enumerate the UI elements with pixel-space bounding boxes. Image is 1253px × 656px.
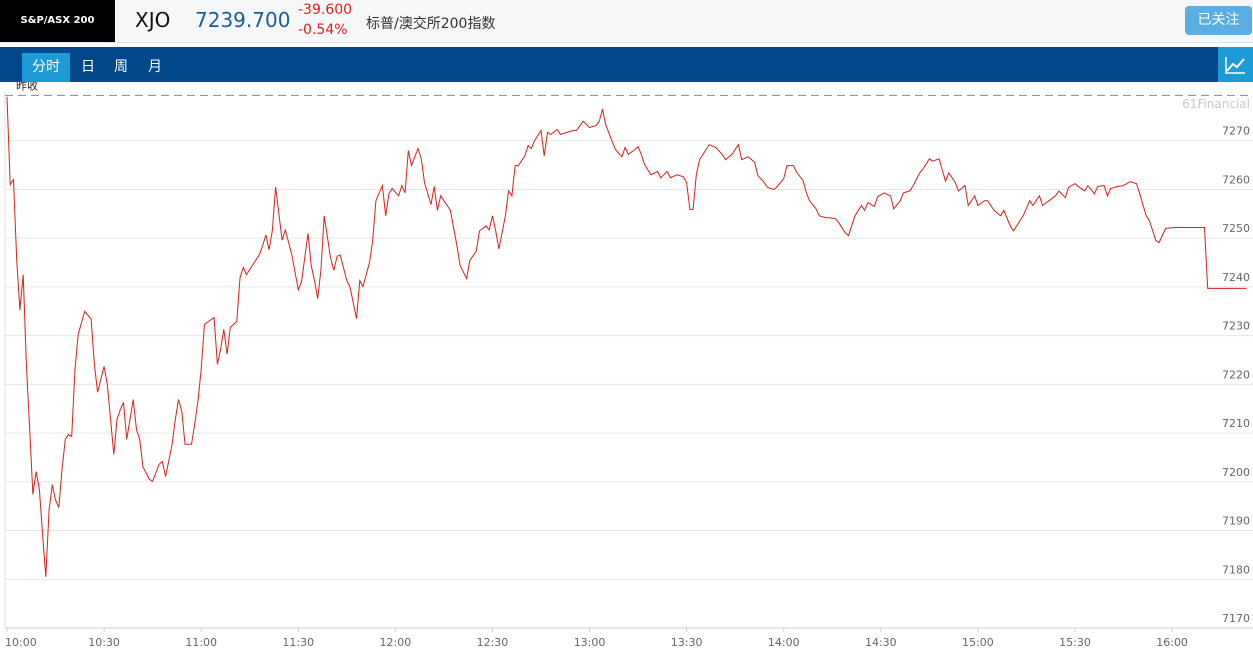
x-tick-label: 15:30	[1059, 636, 1091, 649]
y-tick-label: 7180	[1222, 563, 1250, 576]
index-name: 标普/澳交所200指数	[366, 16, 496, 32]
tab[interactable]: 周	[114, 59, 128, 75]
change: -39.600	[298, 2, 353, 18]
tab[interactable]: 日	[81, 59, 95, 75]
x-tick-label: 11:30	[282, 636, 314, 649]
x-tick-label: 14:30	[865, 636, 897, 649]
chart-icon[interactable]	[1218, 47, 1253, 82]
x-tick-label: 12:30	[477, 636, 509, 649]
y-tick-label: 7200	[1222, 466, 1250, 479]
x-tick-label: 10:30	[88, 636, 120, 649]
x-tick-label: 16:00	[1156, 636, 1188, 649]
y-tick-label: 7250	[1222, 222, 1250, 235]
y-tick-label: 7230	[1222, 320, 1250, 333]
header: S&P/ASX 200 XJO 7239.700 -39.600 -0.54% …	[0, 0, 1253, 43]
watermark: 61Financial	[1182, 97, 1250, 111]
y-tick-label: 7260	[1222, 173, 1250, 186]
x-tick-label: 13:00	[574, 636, 606, 649]
logo: S&P/ASX 200	[0, 0, 115, 42]
tab-bar: 分时 日 周 月	[0, 47, 1253, 82]
x-tick-label: 11:00	[185, 636, 217, 649]
price-line	[6, 96, 1247, 577]
prev-close-label: 昨收	[16, 82, 38, 92]
x-tick-label: 14:00	[768, 636, 800, 649]
tab[interactable]: 分时	[22, 53, 70, 82]
symbol: XJO	[135, 8, 171, 32]
y-tick-label: 7270	[1222, 125, 1250, 138]
icon-glyph	[1225, 57, 1245, 74]
x-tick-label: 12:00	[380, 636, 412, 649]
x-tick-label: 13:30	[671, 636, 703, 649]
y-tick-label: 7210	[1222, 417, 1250, 430]
tab[interactable]: 月	[148, 59, 162, 75]
y-tick-label: 7220	[1222, 368, 1250, 381]
chart: 61Financial 7170 7180 7190 7200 7210 7220 7230…	[4, 82, 1253, 649]
y-tick-label: 7170	[1222, 612, 1250, 625]
y-tick-label: 7190	[1222, 515, 1250, 528]
change-pct: -0.54%	[298, 22, 348, 38]
follow-button[interactable]: 已关注	[1185, 6, 1252, 35]
price: 7239.700	[195, 8, 291, 32]
y-tick-label: 7240	[1222, 271, 1250, 284]
x-tick-label: 15:00	[962, 636, 994, 649]
x-tick-label: 10:00	[5, 636, 37, 649]
